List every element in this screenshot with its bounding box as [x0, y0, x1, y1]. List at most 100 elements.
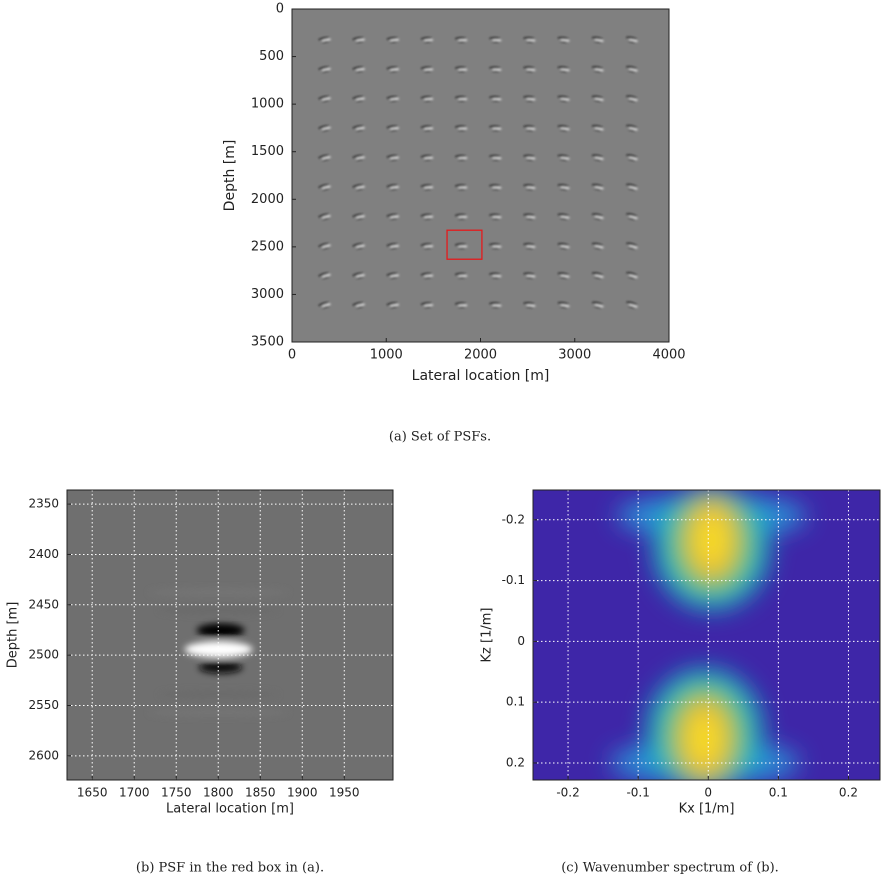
psf-light [321, 303, 332, 307]
psf-dark [457, 247, 466, 249]
psf-dark [557, 95, 569, 99]
caption: (b) PSF in the red box in (a). [136, 861, 324, 876]
psf-dark [318, 37, 330, 41]
y-tick-label: 3000 [251, 287, 284, 302]
psf-dark [423, 158, 432, 161]
psf-dark [321, 99, 330, 102]
psf-dark [457, 129, 466, 132]
psf-dark [523, 213, 535, 217]
psf-dark [525, 188, 534, 191]
psf-dark [489, 272, 501, 276]
psf-dark [457, 40, 466, 43]
psf-blob [420, 96, 434, 102]
psf-blob [626, 242, 638, 250]
psf-light [491, 216, 502, 219]
psf-dark [355, 276, 364, 279]
psf-light [457, 186, 468, 189]
psf-dark [352, 272, 364, 277]
psf-dark [423, 217, 432, 220]
psf-dark [626, 242, 637, 247]
psf-light [423, 157, 434, 160]
psf-dark [355, 246, 364, 250]
psf-dark [491, 247, 500, 249]
psf-dark [591, 36, 603, 40]
psf-dark [557, 272, 569, 276]
psf-light [321, 38, 332, 42]
psf-light [560, 216, 570, 219]
psf-dark [559, 188, 568, 191]
psf-dark [318, 184, 330, 188]
psf-dark [523, 243, 535, 246]
psf-dark [557, 243, 569, 247]
psf-blob [455, 66, 468, 73]
psf-dark [489, 214, 501, 217]
psf-light [594, 186, 604, 190]
psf-dark [423, 70, 432, 73]
psf-band [148, 708, 289, 717]
psf-light [457, 68, 468, 71]
psf-light [184, 641, 253, 658]
x-tick-label: 1000 [370, 348, 403, 363]
psf-light [491, 157, 502, 160]
psf-dark [591, 125, 603, 129]
psf-blob [455, 96, 468, 102]
psf-blob [455, 273, 468, 279]
psf-dark [626, 213, 637, 217]
psf-blob [352, 184, 366, 191]
psf-light [559, 186, 570, 189]
psf-light [594, 127, 604, 131]
psf-light [423, 186, 434, 189]
psf-dark [592, 242, 603, 247]
psf-dark [626, 36, 637, 40]
psf-dark [525, 306, 534, 308]
psf-light [628, 68, 639, 72]
psf-dark [557, 66, 569, 70]
psf-light [355, 303, 366, 307]
psf-dark [318, 125, 330, 129]
psf-dark [457, 188, 466, 191]
psf-dark [198, 661, 243, 674]
psf-dark [457, 70, 466, 73]
psf-dark [525, 99, 534, 102]
psf-blob [352, 66, 366, 73]
psf-blob [386, 37, 400, 43]
psf-light [389, 215, 400, 219]
psf-dark [423, 129, 432, 132]
psf-blob [386, 66, 400, 73]
psf-dark [591, 154, 603, 158]
psf-dark [355, 70, 364, 73]
psf-blob [592, 242, 604, 250]
psf-light [355, 68, 366, 71]
psf-blob [523, 213, 536, 220]
psf-blob [557, 272, 570, 279]
psf-dark [559, 99, 568, 102]
psf-band [148, 588, 289, 597]
psf-light [389, 186, 400, 189]
axes-frame [532, 489, 881, 781]
psf-blob [489, 214, 502, 220]
psf-dark [627, 158, 636, 161]
psf-dark [491, 188, 500, 191]
psf-dark [593, 70, 602, 73]
psf-light [628, 127, 639, 131]
y-axis-label: Depth [m] [6, 602, 21, 669]
psf-dark [489, 66, 501, 70]
psf-light [389, 156, 400, 160]
psf-dark [523, 125, 535, 129]
x-tick-label: -0.1 [626, 786, 649, 800]
psf-dark [525, 158, 534, 161]
psf-dark [352, 302, 364, 306]
psf-light [355, 215, 366, 219]
psf-light [423, 215, 434, 219]
psf-light [321, 68, 332, 71]
psf-blob [592, 272, 604, 279]
psf-dark [420, 37, 432, 40]
y-tick-label: 0.1 [506, 695, 525, 709]
y-tick-label: 2400 [28, 547, 59, 561]
psf-dark [559, 70, 568, 73]
y-tick-label: 1500 [251, 144, 284, 159]
psf-blob [318, 37, 332, 43]
plot-image [67, 490, 393, 780]
x-tick-label: 1650 [77, 786, 108, 800]
psf-dark [627, 70, 636, 73]
